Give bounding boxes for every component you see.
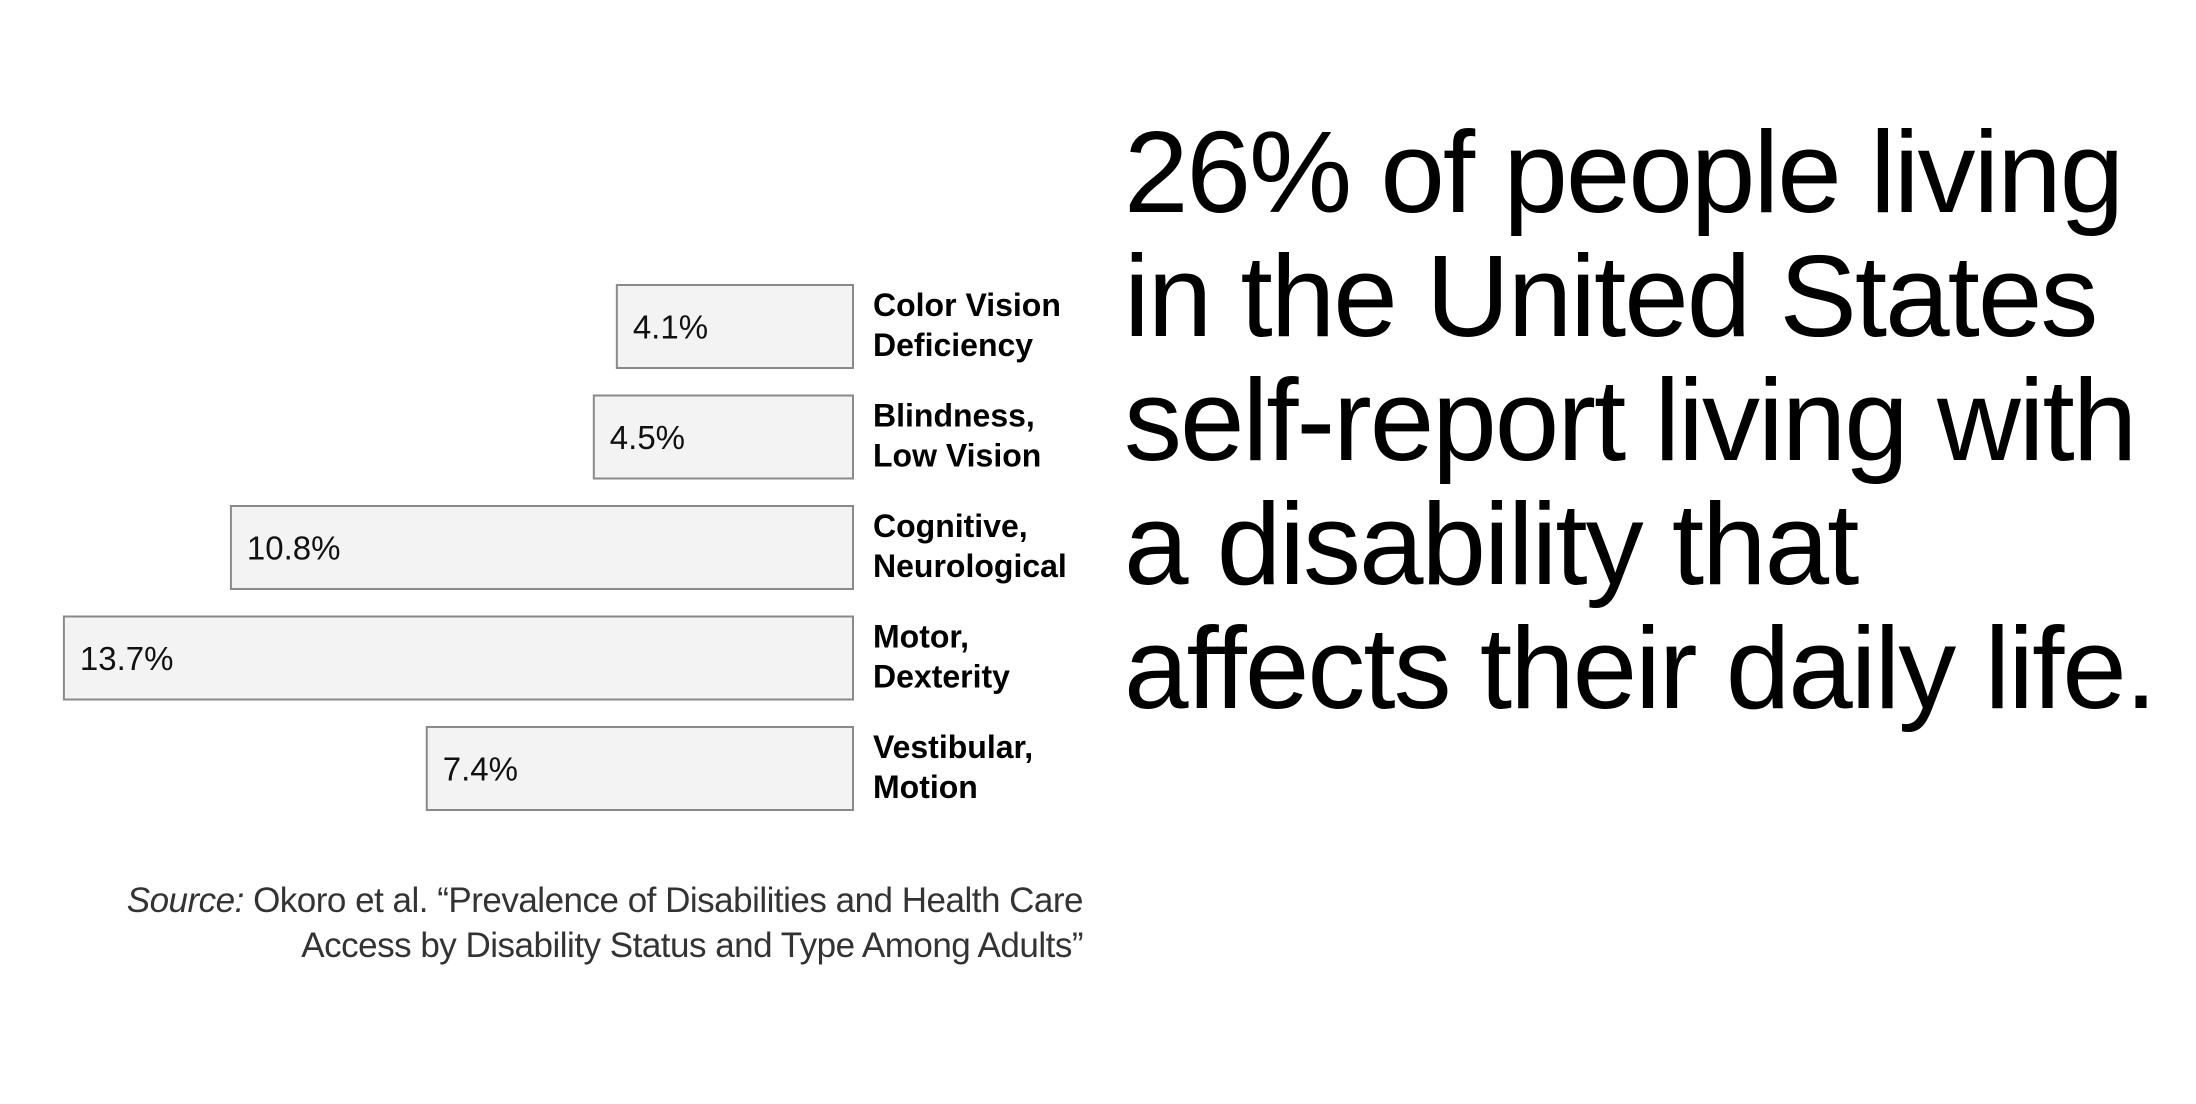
category-label: Motor, xyxy=(873,619,969,655)
source-prefix: Source: xyxy=(126,881,245,920)
source-citation: Source: Okoro et al. “Prevalence of Disa… xyxy=(83,878,1084,968)
category-label: Vestibular, xyxy=(873,729,1033,765)
bar-value-label: 4.5% xyxy=(610,419,685,456)
bar xyxy=(425,726,854,811)
category-label: Low Vision xyxy=(873,438,1041,474)
bar xyxy=(592,394,854,480)
bar xyxy=(229,505,855,590)
category-label: Cognitive, xyxy=(873,508,1028,544)
category-label: Dexterity xyxy=(873,659,1010,695)
bar-value-label: 10.8% xyxy=(247,530,341,567)
bar-value-label: 13.7% xyxy=(80,640,174,677)
category-label: Motion xyxy=(873,769,978,805)
category-label: Color Vision xyxy=(873,287,1061,323)
source-text: Okoro et al. “Prevalence of Disabilities… xyxy=(243,881,1083,965)
category-label: Blindness, xyxy=(873,398,1035,434)
bar xyxy=(615,284,855,369)
bar xyxy=(62,615,854,701)
bar-value-label: 4.1% xyxy=(633,309,708,346)
bar-chart: 4.1% Color Vision Deficiency 4.5% Blindness,… xyxy=(62,284,1067,811)
bar-value-label: 7.4% xyxy=(443,751,518,788)
category-label: Deficiency xyxy=(873,327,1033,363)
headline: 26% of people living in the United State… xyxy=(1124,107,2157,733)
category-label: Neurological xyxy=(873,548,1067,584)
